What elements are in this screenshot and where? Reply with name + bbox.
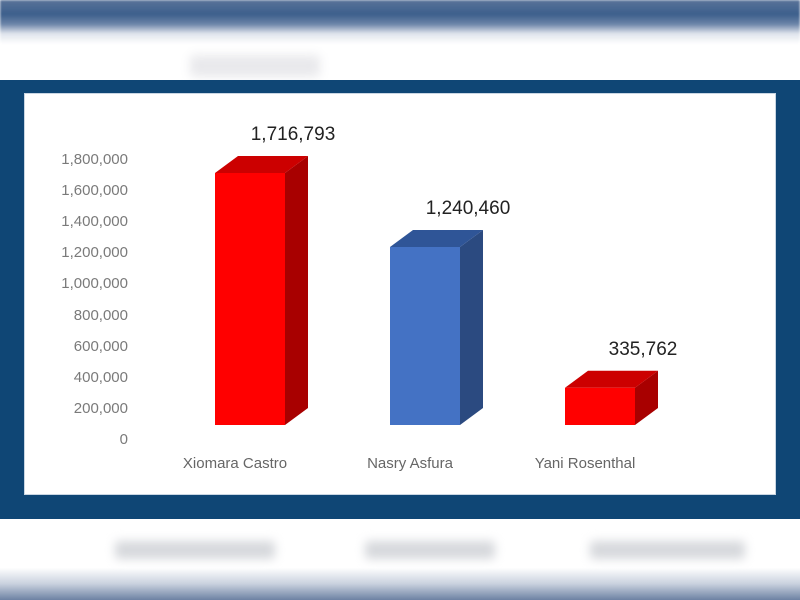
blurred-background-title (190, 55, 320, 77)
blurred-background-label (365, 541, 495, 559)
blurred-background-label (590, 541, 745, 559)
x-category-label: Xiomara Castro (182, 455, 288, 472)
data-label: 1,716,793 (250, 123, 336, 145)
blurred-background-header (0, 0, 800, 80)
x-category-label: Nasry Asfura (367, 455, 453, 472)
y-tick-label: 400,000 (73, 368, 128, 386)
data-label: 1,240,460 (425, 198, 511, 220)
y-tick-label: 200,000 (73, 399, 128, 417)
data-label: 335,762 (608, 338, 678, 360)
blurred-background-label (115, 541, 275, 559)
y-tick-label: 1,400,000 (61, 213, 128, 231)
y-tick-label: 800,000 (73, 306, 128, 324)
y-tick-label: 1,200,000 (61, 244, 128, 262)
y-tick-label: 600,000 (73, 337, 128, 355)
y-tick-label: 1,600,000 (61, 182, 128, 200)
chart-frame: 0 200,000 400,000 600,000 800,000 1,000,000 1,… (0, 80, 800, 519)
x-category-label: Yani Rosenthal (534, 455, 636, 472)
chart-panel: 0 200,000 400,000 600,000 800,000 1,000,000 1,… (24, 93, 776, 495)
y-tick-label: 1,000,000 (61, 275, 128, 293)
blurred-background-footer (0, 519, 800, 600)
y-tick-label: 1,800,000 (61, 151, 128, 168)
y-tick-label: 0 (119, 431, 128, 448)
